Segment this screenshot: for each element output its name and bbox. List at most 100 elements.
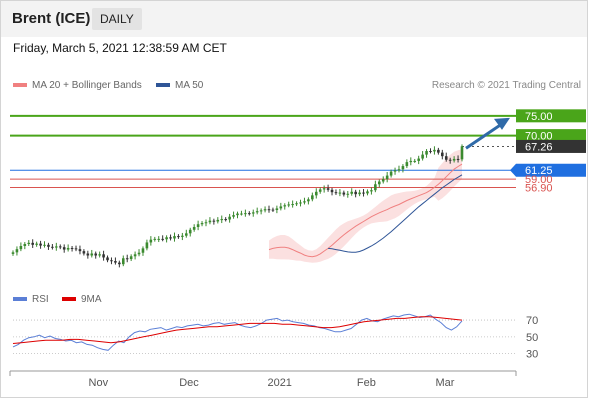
- candle-body: [413, 160, 417, 162]
- candle-body: [228, 216, 231, 220]
- candle-body: [397, 169, 401, 171]
- candle-body: [137, 252, 141, 255]
- candle-body: [393, 170, 397, 172]
- candle-body: [110, 260, 113, 262]
- candle-body: [173, 236, 176, 239]
- candle-body: [330, 189, 334, 193]
- candle-body: [74, 248, 78, 250]
- candle-body: [429, 151, 432, 153]
- candle-body: [291, 204, 294, 206]
- candle-body: [271, 209, 275, 211]
- price-tag-67.26: 67.26: [525, 141, 553, 153]
- candle-body: [82, 251, 86, 254]
- candle-body: [267, 209, 271, 211]
- candle-body: [342, 192, 346, 195]
- legend-9ma: 9MA: [62, 294, 102, 305]
- candle-body: [55, 246, 58, 248]
- candle-body: [224, 219, 227, 221]
- candle-body: [149, 239, 153, 243]
- candle-body: [437, 149, 440, 153]
- candle-body: [358, 192, 361, 195]
- forecast-arrow: [465, 117, 510, 150]
- candle-body: [248, 213, 251, 215]
- candle-body: [212, 220, 216, 222]
- candle-body: [62, 247, 66, 250]
- candle-body: [98, 254, 101, 256]
- price-tag-70.00: 70.00: [525, 131, 553, 143]
- legend-ma20: MA 20 + Bollinger Bands: [13, 80, 142, 91]
- candle-body: [114, 261, 117, 263]
- candle-body: [433, 149, 436, 152]
- candle-body: [216, 219, 220, 222]
- rsi-panel: 70 50 30: [12, 313, 538, 361]
- timeframe-badge[interactable]: DAILY: [92, 8, 142, 30]
- candle-body: [307, 199, 310, 202]
- candle-body: [452, 158, 456, 161]
- forecast-arrow-shaft: [465, 122, 503, 150]
- candle-body: [374, 184, 377, 191]
- forecast-arrow-head: [494, 117, 510, 130]
- candle-body: [90, 253, 94, 256]
- candle-body: [204, 222, 208, 224]
- time-axis: Nov Dec 2021 Feb Mar: [9, 370, 517, 389]
- rsi-tick-label: 50: [526, 332, 538, 344]
- candle-body: [19, 245, 23, 250]
- candle-body: [448, 159, 452, 161]
- candle-body: [350, 191, 354, 194]
- candle-body: [318, 189, 322, 192]
- candle-body: [181, 235, 184, 237]
- candle-body: [283, 205, 287, 207]
- candle-body: [200, 223, 204, 225]
- candle-body: [362, 192, 365, 194]
- candle-body: [385, 175, 389, 180]
- price-levels: [10, 114, 516, 188]
- candle-body: [39, 243, 42, 246]
- legend-label-rsi: RSI: [32, 294, 49, 305]
- time-axis-label-Dec: Dec: [179, 377, 199, 389]
- price-tag-75.00: 75.00: [525, 111, 553, 123]
- candle-body: [184, 233, 188, 236]
- legend-label-9ma: 9MA: [81, 294, 102, 305]
- candle-body: [263, 209, 267, 211]
- candle-body: [169, 237, 172, 239]
- candle-body: [145, 242, 149, 249]
- time-axis-label-Mar: Mar: [435, 377, 454, 389]
- candle-body: [377, 181, 381, 185]
- candlesticks: [11, 144, 464, 268]
- chart-header: Brent (ICE) DAILY: [1, 1, 587, 37]
- rsi-9ma-line: [12, 316, 463, 344]
- price-tag-bg-75.00: [516, 109, 586, 123]
- candle-body: [255, 211, 259, 213]
- candle-body: [161, 238, 164, 240]
- ma50-line: [328, 174, 463, 253]
- legend-swatch-9ma: [62, 297, 76, 302]
- candle-body: [43, 244, 46, 246]
- candle-body: [441, 152, 444, 157]
- candle-body: [322, 188, 326, 190]
- candle-body: [232, 215, 235, 217]
- candle-body: [78, 249, 82, 252]
- candle-body: [366, 191, 369, 194]
- candle-body: [311, 195, 314, 200]
- candle-body: [208, 220, 212, 223]
- candle-body: [259, 210, 263, 212]
- candle-body: [244, 213, 247, 215]
- legend-swatch-rsi: [13, 297, 27, 302]
- candle-body: [153, 238, 157, 240]
- candle-body: [275, 208, 279, 210]
- candle-body: [409, 160, 413, 163]
- candle-body: [299, 202, 302, 204]
- candle-body: [401, 166, 405, 170]
- candle-body: [11, 252, 15, 254]
- candle-body: [326, 188, 330, 190]
- price-tag-bg-70.00: [516, 129, 586, 143]
- candle-body: [279, 206, 283, 209]
- candle-body: [51, 246, 54, 248]
- candle-body: [102, 254, 105, 258]
- candle-body: [381, 179, 385, 182]
- candle-body: [456, 158, 460, 160]
- rsi-line: [12, 313, 463, 351]
- rsi-tick-label: 30: [526, 349, 538, 361]
- candle-body: [303, 201, 306, 203]
